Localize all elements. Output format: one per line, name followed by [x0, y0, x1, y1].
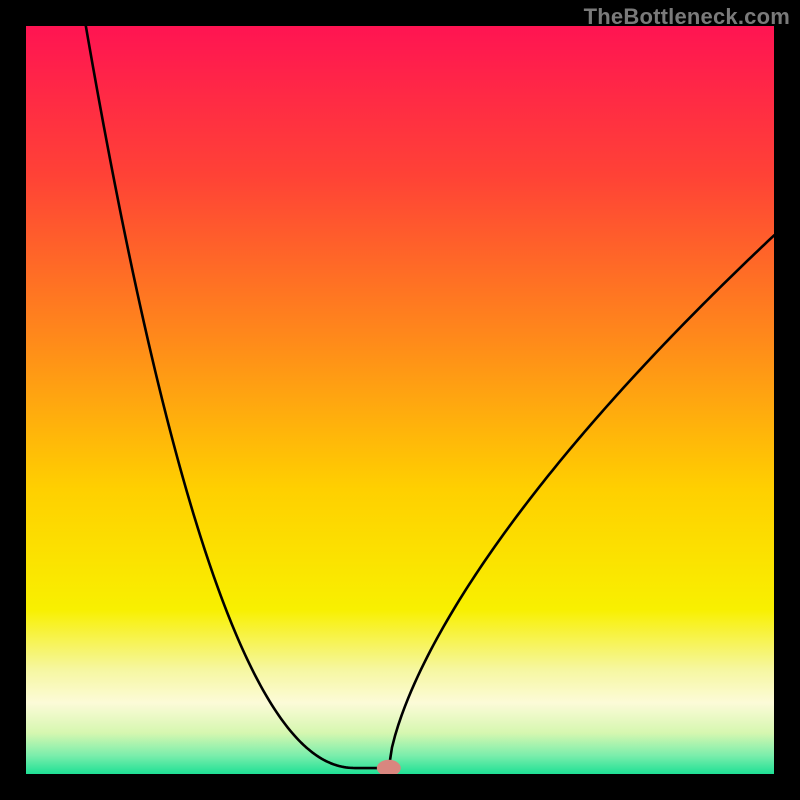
gradient-background	[26, 26, 774, 774]
plot-region	[26, 26, 774, 774]
chart-frame: TheBottleneck.com	[0, 0, 800, 800]
plot-svg	[26, 26, 774, 774]
